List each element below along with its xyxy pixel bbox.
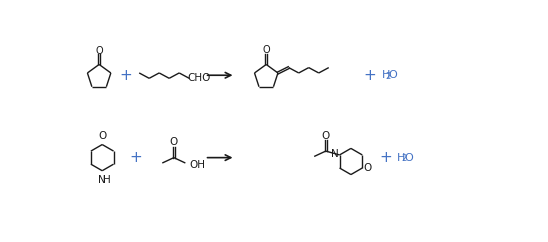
Text: +: + xyxy=(119,68,133,83)
Text: N: N xyxy=(331,149,339,159)
Text: O: O xyxy=(322,131,330,141)
Text: +: + xyxy=(379,150,392,165)
Text: O: O xyxy=(262,45,270,55)
Text: CHO: CHO xyxy=(187,73,211,83)
Text: O: O xyxy=(98,131,106,141)
Text: 2: 2 xyxy=(401,154,406,163)
Text: O: O xyxy=(364,163,372,173)
Text: OH: OH xyxy=(189,159,205,170)
Text: O: O xyxy=(95,45,103,56)
Text: N: N xyxy=(98,174,105,185)
Text: H: H xyxy=(382,70,390,80)
Text: O: O xyxy=(389,70,397,80)
Text: O: O xyxy=(404,153,413,163)
Text: O: O xyxy=(170,137,178,147)
Text: 2: 2 xyxy=(386,72,391,81)
Text: H: H xyxy=(397,153,406,163)
Text: +: + xyxy=(129,150,142,165)
Text: H: H xyxy=(103,174,111,185)
Text: +: + xyxy=(364,68,376,83)
